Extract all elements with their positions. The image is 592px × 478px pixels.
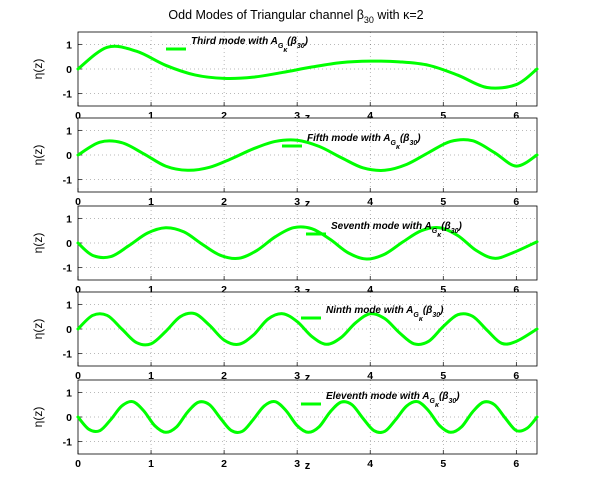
y-axis-label: η(z) xyxy=(31,59,45,80)
x-axis-label: z xyxy=(305,460,311,472)
x-tick-label: 0 xyxy=(75,196,81,208)
x-tick-label: 2 xyxy=(221,370,227,382)
legend: Eleventh mode with AGκ(β30) xyxy=(301,391,460,409)
y-tick-label: 0 xyxy=(66,64,72,76)
x-tick-label: 6 xyxy=(513,458,519,470)
legend: Fifth mode with AGκ(β30) xyxy=(282,133,421,151)
y-tick-label: -1 xyxy=(63,263,72,275)
x-tick-label: 0 xyxy=(75,110,81,122)
y-tick-label: 0 xyxy=(66,412,72,424)
y-axis-label: η(z) xyxy=(31,407,45,428)
legend: Third mode with AGκ(β30) xyxy=(166,36,309,54)
x-tick-label: 0 xyxy=(75,284,81,296)
y-tick-label: 1 xyxy=(66,125,72,137)
x-tick-label: 6 xyxy=(513,370,519,382)
legend-label: Seventh mode with AGκ(β30) xyxy=(331,221,463,239)
legend: Ninth mode with AGκ(β30) xyxy=(301,305,444,323)
x-axis-label: z xyxy=(305,372,311,384)
y-tick-label: 1 xyxy=(66,387,72,399)
x-tick-label: 1 xyxy=(148,284,154,296)
series-line-mode-9 xyxy=(76,311,539,347)
y-tick-label: -1 xyxy=(63,175,72,187)
series-line-mode-5 xyxy=(76,138,539,172)
x-tick-label: 4 xyxy=(367,110,373,122)
y-tick-label: 0 xyxy=(66,150,72,162)
x-tick-label: 1 xyxy=(148,196,154,208)
x-tick-label: 6 xyxy=(513,284,519,296)
x-tick-label: 5 xyxy=(440,196,446,208)
x-tick-label: 0 xyxy=(75,458,81,470)
y-tick-label: 0 xyxy=(66,238,72,250)
legend-label: Third mode with AGκ(β30) xyxy=(191,36,309,54)
y-tick-label: -1 xyxy=(63,349,72,361)
legend: Seventh mode with AGκ(β30) xyxy=(306,221,463,239)
x-tick-label: 3 xyxy=(294,284,300,296)
x-tick-label: 2 xyxy=(221,284,227,296)
x-axis-label: z xyxy=(305,198,311,210)
x-tick-label: 1 xyxy=(148,370,154,382)
x-tick-label: 3 xyxy=(294,370,300,382)
y-axis-label: η(z) xyxy=(31,319,45,340)
series-line-mode-11 xyxy=(76,400,539,434)
x-tick-label: 5 xyxy=(440,370,446,382)
x-tick-label: 6 xyxy=(513,110,519,122)
y-tick-label: 0 xyxy=(66,324,72,336)
x-tick-label: 4 xyxy=(367,196,373,208)
x-tick-label: 1 xyxy=(148,110,154,122)
y-tick-label: 1 xyxy=(66,39,72,51)
y-tick-label: 1 xyxy=(66,213,72,225)
series-line-mode-7 xyxy=(76,225,539,261)
y-tick-label: 1 xyxy=(66,299,72,311)
y-tick-label: -1 xyxy=(63,89,72,101)
y-tick-label: -1 xyxy=(63,437,72,449)
x-tick-label: 2 xyxy=(221,458,227,470)
y-axis-label: η(z) xyxy=(31,233,45,254)
x-tick-label: 6 xyxy=(513,196,519,208)
x-tick-label: 3 xyxy=(294,110,300,122)
x-tick-label: 5 xyxy=(440,284,446,296)
y-axis-label: η(z) xyxy=(31,145,45,166)
x-tick-label: 5 xyxy=(440,458,446,470)
x-tick-label: 4 xyxy=(367,370,373,382)
x-tick-label: 4 xyxy=(367,458,373,470)
x-tick-label: 4 xyxy=(367,284,373,296)
x-tick-label: 3 xyxy=(294,196,300,208)
series-line-mode-3 xyxy=(76,44,539,90)
legend-label: Ninth mode with AGκ(β30) xyxy=(326,305,444,323)
x-tick-label: 3 xyxy=(294,458,300,470)
x-tick-label: 2 xyxy=(221,110,227,122)
x-tick-label: 2 xyxy=(221,196,227,208)
legend-label: Eleventh mode with AGκ(β30) xyxy=(326,391,460,409)
x-tick-label: 5 xyxy=(440,110,446,122)
legend-label: Fifth mode with AGκ(β30) xyxy=(307,133,421,151)
figure-title: Odd Modes of Triangular channel β30 with… xyxy=(168,8,423,25)
x-tick-label: 1 xyxy=(148,458,154,470)
x-tick-label: 0 xyxy=(75,370,81,382)
